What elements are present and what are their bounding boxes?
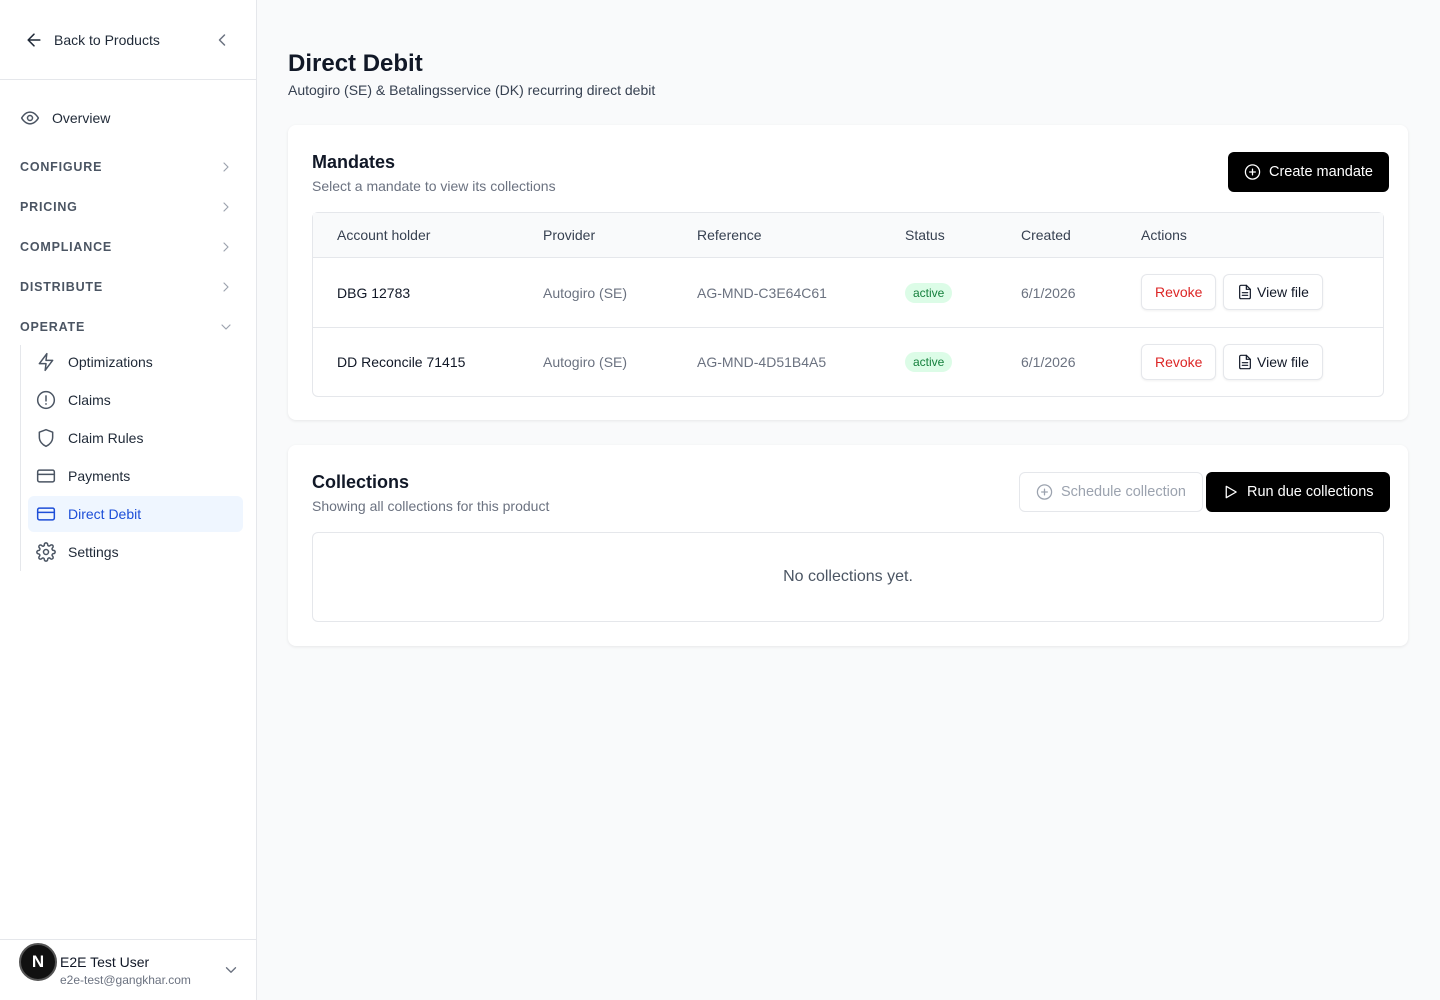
nav-section[interactable]: CONFIGURE — [20, 157, 234, 177]
chevron — [221, 324, 231, 330]
page-title: Direct Debit — [288, 50, 423, 77]
button-label: View file — [1257, 284, 1309, 300]
table-row[interactable]: DD Reconcile 71415 Autogiro (SE) AG-MND-4D… — [313, 327, 1383, 396]
file-icon — [1239, 354, 1251, 370]
nav-section[interactable]: PRICING — [20, 197, 234, 217]
cell-created: 6/1/2026 — [1021, 354, 1076, 370]
nav-icon — [38, 428, 54, 448]
view-file-button[interactable]: View file — [1223, 274, 1323, 310]
mandates-table: Account holder Provider Reference Status Cre… — [312, 212, 1384, 397]
collapse-button[interactable] — [212, 30, 232, 50]
column-header: Account holder — [337, 227, 431, 243]
chevron — [223, 162, 229, 172]
nav-item[interactable]: Direct Debit — [28, 496, 243, 532]
nav-label: Payments — [68, 468, 131, 484]
avatar: N — [19, 943, 57, 981]
back-text: Back to Products — [54, 32, 160, 48]
section-label: PRICING — [20, 200, 78, 214]
table-header: Account holder Provider Reference Status Cre… — [313, 213, 1383, 258]
cell-reference: AG-MND-C3E64C61 — [697, 284, 827, 301]
eye-icon — [20, 111, 40, 125]
nav-item[interactable]: Payments — [28, 458, 243, 494]
card-subtitle: Select a mandate to view its collections — [312, 178, 556, 194]
chevron — [223, 282, 229, 292]
mandates-card: Mandates Select a mandate to view its co… — [288, 125, 1408, 420]
nav-overview[interactable]: Overview — [12, 100, 227, 136]
button-label: Schedule collection — [1061, 484, 1186, 500]
section-label: CONFIGURE — [20, 160, 103, 174]
column-header: Status — [905, 227, 945, 243]
play-icon — [1225, 485, 1237, 499]
cell-account-holder: DBG 12783 — [337, 284, 411, 301]
button-label: Create mandate — [1269, 164, 1373, 180]
card-title: Mandates — [312, 152, 396, 172]
nav-icon — [38, 352, 54, 372]
cell-created: 6/1/2026 — [1021, 284, 1076, 301]
empty-state: No collections yet. — [312, 532, 1384, 622]
nav-item[interactable]: Optimizations — [28, 344, 243, 380]
nav-section[interactable]: DISTRIBUTE — [20, 277, 234, 297]
section-label: DISTRIBUTE — [20, 280, 103, 294]
nav-label: Overview — [52, 110, 111, 126]
nav-icon — [36, 507, 56, 521]
nav-section[interactable]: OPERATE — [20, 317, 234, 337]
run-collections-button[interactable]: Run due collections — [1206, 472, 1390, 512]
cell-account-holder: DD Reconcile 71415 — [337, 354, 466, 370]
button-label: Run due collections — [1247, 484, 1374, 500]
nav-label: Claim Rules — [68, 430, 144, 446]
column-header: Provider — [543, 227, 596, 243]
cell-provider: Autogiro (SE) — [543, 354, 628, 370]
revoke-button[interactable]: Revoke — [1141, 344, 1217, 380]
user-email: e2e-test@gangkhar.com — [60, 973, 191, 987]
revoke-button[interactable]: Revoke — [1141, 274, 1217, 310]
plus-icon — [1244, 164, 1261, 180]
column-header: Reference — [697, 227, 762, 243]
section-label: COMPLIANCE — [20, 240, 113, 254]
nav-label: Optimizations — [68, 354, 153, 370]
page-subtitle: Autogiro (SE) & Betalingsservice (DK) re… — [288, 82, 656, 98]
nav-section[interactable]: COMPLIANCE — [20, 237, 234, 257]
plus-icon — [1036, 484, 1053, 500]
cell-reference: AG-MND-4D51B4A5 — [697, 354, 827, 370]
schedule-collection-button[interactable]: Schedule collection — [1019, 472, 1203, 512]
card-subtitle: Showing all collections for this product — [312, 498, 550, 514]
nav-label: Claims — [68, 392, 111, 408]
user-menu[interactable] — [222, 960, 240, 980]
cell-provider: Autogiro (SE) — [543, 284, 628, 301]
button-label: View file — [1257, 354, 1309, 370]
column-header: Created — [1021, 227, 1071, 243]
table-row[interactable]: DBG 12783 Autogiro (SE) AG-MND-C3E64C61 act… — [313, 258, 1383, 327]
file-icon — [1239, 284, 1251, 300]
card-title: Collections — [312, 472, 410, 492]
column-header: Actions — [1141, 227, 1187, 243]
sidebar: Back to Products Overview CONFIGURE PRICI… — [0, 0, 257, 1000]
nav-icon — [36, 469, 56, 483]
nav-item[interactable]: Claim Rules — [28, 420, 243, 456]
create-mandate-button[interactable]: Create mandate — [1228, 152, 1389, 192]
nav-label: Direct Debit — [68, 506, 142, 522]
divider — [0, 79, 256, 80]
user-name: E2E Test User — [60, 954, 150, 970]
nav-label: Settings — [68, 544, 119, 560]
nav-icon — [36, 390, 56, 410]
view-file-button[interactable]: View file — [1223, 344, 1323, 380]
cell-status: active — [905, 352, 953, 372]
collections-card: Collections Showing all collections for … — [288, 445, 1408, 646]
arrow-icon — [27, 33, 41, 47]
divider — [0, 939, 256, 940]
nav-item[interactable]: Claims — [28, 382, 243, 418]
back-link[interactable]: Back to Products — [24, 30, 160, 50]
nav-icon — [36, 542, 56, 562]
nav-item[interactable]: Settings — [28, 534, 243, 570]
section-label: OPERATE — [20, 320, 86, 334]
cell-status: active — [905, 282, 953, 303]
chevron — [223, 242, 229, 252]
chevron — [223, 202, 229, 212]
nav-guide — [20, 345, 21, 571]
